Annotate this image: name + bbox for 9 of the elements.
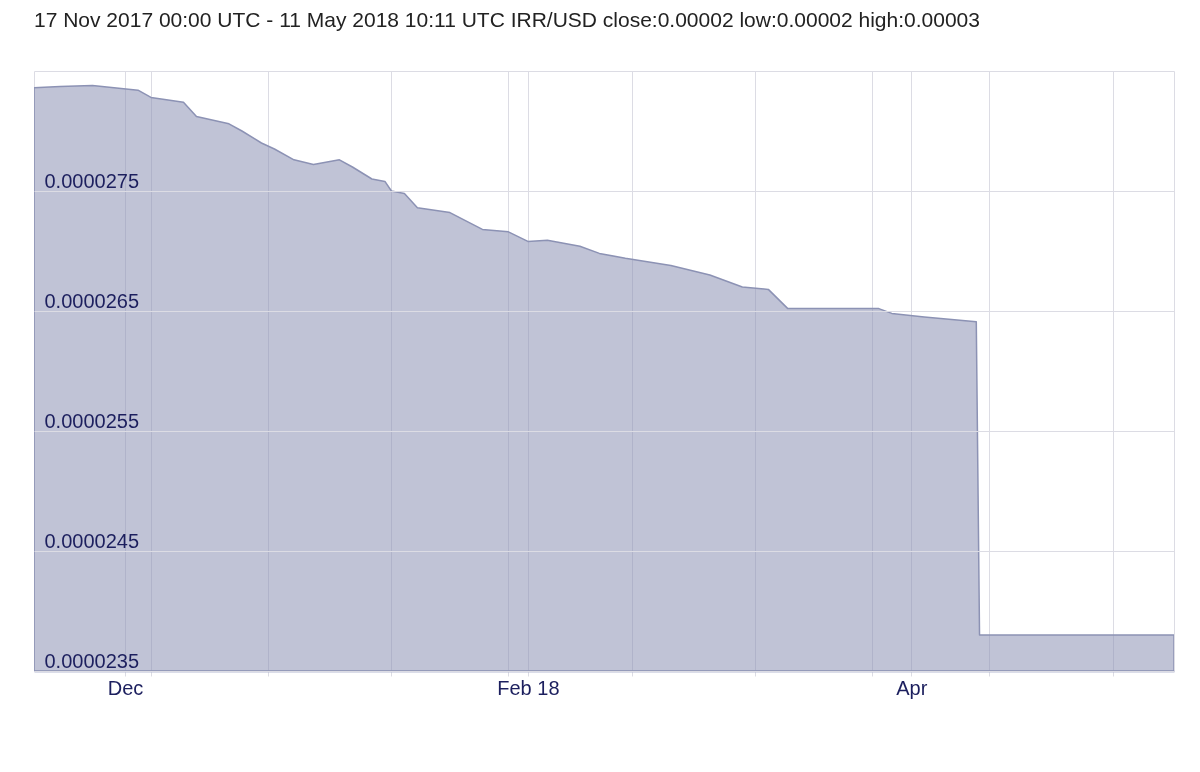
y-tick-label: 0.0000275 <box>44 169 140 192</box>
y-tick-label: 0.0000255 <box>44 409 140 432</box>
y-tick-label: 0.0000265 <box>44 289 140 312</box>
x-tick-label: Apr <box>896 676 928 699</box>
x-tick-label: Dec <box>107 676 144 699</box>
x-tick-label: Feb 18 <box>497 676 560 699</box>
y-tick-label: 0.0000235 <box>44 649 140 672</box>
y-tick-label: 0.0000245 <box>44 529 140 552</box>
chart-title: 17 Nov 2017 00:00 UTC - 11 May 2018 10:11 UTC IRR/USD close:0.00002 low:0.00002 high:0.00003 <box>34 8 980 31</box>
